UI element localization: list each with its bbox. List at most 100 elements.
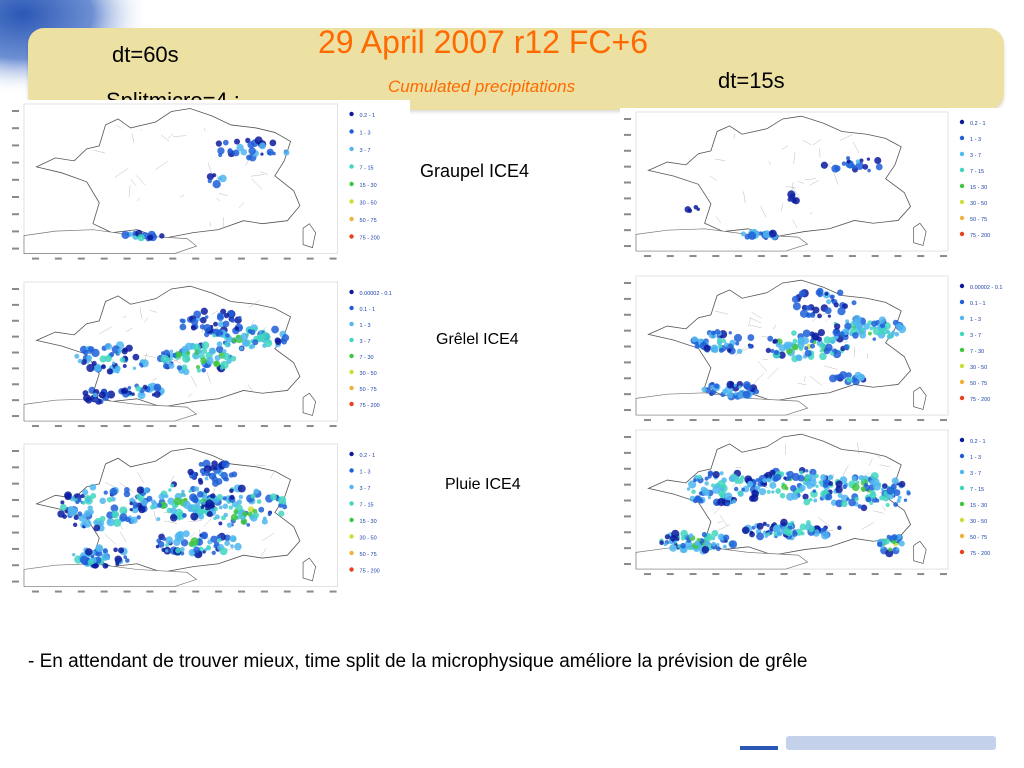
precip-cell — [184, 342, 193, 351]
legend-swatch — [959, 331, 965, 337]
precip-cell — [213, 466, 218, 471]
precip-cell — [93, 524, 101, 532]
precip-cell — [248, 147, 256, 155]
precip-cell — [833, 302, 839, 308]
precip-cell — [229, 494, 235, 500]
precip-cell — [147, 234, 154, 241]
precip-cell — [191, 318, 199, 326]
lat-tick — [624, 499, 631, 502]
legend-label: 50 - 75 — [360, 387, 377, 393]
precip-cell — [232, 149, 240, 157]
lat-tick — [624, 393, 631, 396]
precip-cell — [218, 521, 223, 526]
precip-cell — [893, 502, 899, 508]
boundary-line — [203, 514, 215, 527]
boundary-line — [263, 326, 267, 331]
france-outline — [647, 115, 912, 238]
precip-cell — [219, 332, 223, 336]
precip-cell — [151, 499, 157, 505]
precip-cell — [769, 469, 776, 476]
precip-cell — [809, 312, 816, 318]
precip-cell — [891, 330, 896, 335]
precip-cell — [93, 564, 98, 569]
precip-cell — [775, 488, 781, 494]
precip-cell — [164, 494, 169, 499]
lon-tick — [803, 255, 811, 258]
precip-cell — [201, 341, 210, 350]
precip-cell — [234, 138, 241, 145]
precip-cell — [835, 499, 844, 508]
boundary-line — [104, 533, 116, 545]
precip-cell — [803, 498, 811, 506]
precip-cell — [212, 333, 217, 338]
precip-cell — [832, 328, 841, 337]
precip-cell — [198, 461, 204, 467]
map-grelel-dt60: 0.00002 - 0.1 0.1 - 1 1 - 3 3 - 7 7 - 30 30 -… — [8, 278, 410, 436]
precip-cell — [114, 365, 121, 372]
precip-cell — [799, 523, 807, 531]
precip-cell — [116, 370, 120, 374]
precip-cell — [81, 500, 86, 505]
precip-cell — [114, 555, 123, 564]
precip-cell — [175, 508, 183, 517]
precip-cell — [750, 494, 759, 502]
precip-cell — [766, 477, 771, 482]
precip-cell — [824, 343, 833, 352]
legend-label: 1 - 3 — [360, 470, 371, 476]
precip-cell — [852, 332, 859, 339]
precip-cell — [701, 545, 710, 554]
precip-cell — [716, 337, 723, 344]
precip-cell — [182, 513, 187, 518]
precip-cell — [805, 520, 811, 526]
precip-cell — [102, 563, 109, 569]
boundary-line — [819, 148, 821, 158]
precip-cell — [851, 300, 857, 306]
precip-cell — [862, 164, 869, 170]
lon-tick — [77, 425, 85, 428]
lon-tick — [689, 255, 697, 258]
legend-label: 3 - 7 — [970, 333, 981, 339]
boundary-line — [209, 221, 211, 227]
precip-cell — [701, 531, 707, 538]
precip-cell — [737, 477, 744, 484]
legend-swatch — [349, 468, 354, 473]
precip-cell — [880, 487, 885, 492]
precip-cell — [246, 523, 251, 527]
precip-cell — [842, 484, 848, 490]
boundary-line — [809, 180, 820, 186]
precip-cell — [254, 136, 263, 145]
precip-cell — [230, 513, 238, 521]
precip-cell — [831, 164, 840, 173]
map-graupel-dt60: 0.2 - 1 1 - 3 3 - 7 7 - 15 15 - 30 30 - 50 50 … — [8, 100, 410, 270]
precip-cell — [238, 315, 242, 320]
precip-cell — [792, 302, 801, 311]
precip-cell — [224, 540, 230, 547]
legend-label: 30 - 50 — [360, 371, 377, 377]
precip-cell — [871, 320, 878, 327]
precip-cell — [802, 493, 809, 500]
legend-label: 30 - 50 — [970, 519, 987, 525]
legend-swatch — [349, 146, 354, 152]
precip-cell — [202, 501, 206, 505]
precip-cell — [245, 154, 252, 161]
precip-cell — [827, 314, 831, 318]
slide-subtitle: Cumulated precipitations — [388, 77, 576, 96]
precip-cell — [859, 374, 865, 380]
lon-tick — [54, 425, 62, 428]
boundary-line — [125, 327, 133, 333]
precip-cell — [697, 474, 703, 480]
precip-cell — [204, 470, 211, 477]
precip-cell — [808, 525, 815, 533]
precip-cell — [179, 546, 185, 552]
precip-cell — [846, 159, 851, 164]
precip-cell — [201, 367, 206, 373]
lon-tick — [215, 590, 223, 593]
precip-cell — [222, 496, 227, 501]
precip-cell — [711, 529, 719, 537]
lat-tick — [624, 181, 631, 184]
precip-cell — [758, 231, 763, 236]
precip-cell — [86, 498, 91, 503]
precip-cell — [727, 348, 732, 353]
precip-cell — [100, 364, 106, 370]
precip-cell — [804, 349, 812, 357]
